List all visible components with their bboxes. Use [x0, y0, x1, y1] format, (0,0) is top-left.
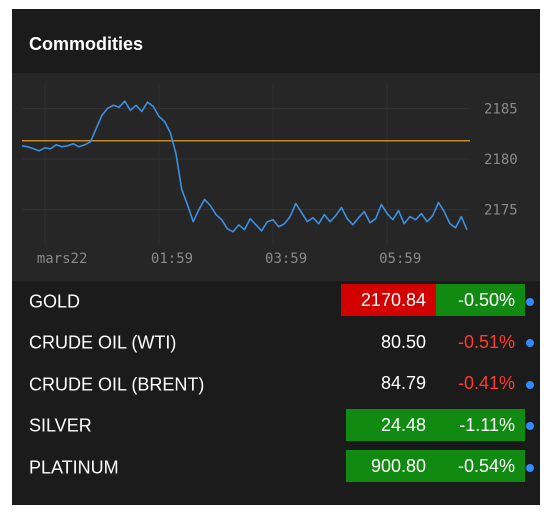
commodity-change: -0.51%	[457, 331, 515, 352]
commodity-price: 24.48	[346, 408, 436, 441]
commodities-table: GOLD 2170.84 -0.50% CRUDE OIL (WTI) 80.50 -0.…	[12, 281, 540, 489]
price-chart-svg: 2175 2180 2185 mars22 01:59 03:59 05:59	[21, 83, 518, 267]
commodity-price: 2170.84	[341, 284, 436, 316]
commodity-name: PLATINUM	[29, 457, 119, 478]
commodity-change: -0.54%	[436, 450, 525, 482]
commodity-price: 84.79	[380, 373, 426, 393]
y-tick-label: 2185	[484, 101, 518, 117]
status-dot-icon	[526, 463, 534, 472]
commodity-name: CRUDE OIL (BRENT)	[29, 374, 205, 395]
commodity-row-silver[interactable]: SILVER 24.48 -1.11%	[12, 406, 540, 448]
y-tick-label: 2175	[484, 203, 518, 219]
commodity-name: GOLD	[29, 291, 81, 312]
commodity-change: -1.11%	[436, 408, 525, 441]
commodity-price: 80.50	[380, 331, 426, 352]
commodity-row-platinum[interactable]: PLATINUM 900.80 -0.54%	[12, 447, 540, 489]
x-tick-label: 05:59	[379, 251, 421, 267]
commodity-change: -0.41%	[457, 373, 515, 393]
commodities-widget: Commodities 2175 2180 2185 mars22 01:59 03:59…	[12, 9, 540, 505]
price-chart[interactable]: 2175 2180 2185 mars22 01:59 03:59 05:59	[12, 73, 540, 281]
commodity-change: -0.50%	[436, 284, 525, 316]
status-dot-icon	[526, 422, 534, 431]
x-tick-label: 03:59	[265, 251, 307, 267]
commodity-row-crude-oil-brent[interactable]: CRUDE OIL (BRENT) 84.79 -0.41%	[12, 364, 540, 406]
y-tick-label: 2180	[484, 152, 518, 168]
commodity-row-gold[interactable]: GOLD 2170.84 -0.50%	[12, 281, 540, 323]
widget-header: Commodities	[12, 9, 540, 73]
commodity-price: 900.80	[346, 450, 436, 482]
status-dot-icon	[526, 339, 534, 348]
commodity-name: SILVER	[29, 415, 92, 436]
status-dot-icon	[526, 297, 534, 306]
x-tick-label: mars22	[37, 251, 88, 267]
price-series-line	[21, 100, 468, 233]
commodity-row-crude-oil-wti[interactable]: CRUDE OIL (WTI) 80.50 -0.51%	[12, 323, 540, 365]
widget-title: Commodities	[29, 34, 144, 54]
commodity-name: CRUDE OIL (WTI)	[29, 332, 177, 353]
status-dot-icon	[526, 380, 534, 389]
x-tick-label: 01:59	[151, 251, 193, 267]
